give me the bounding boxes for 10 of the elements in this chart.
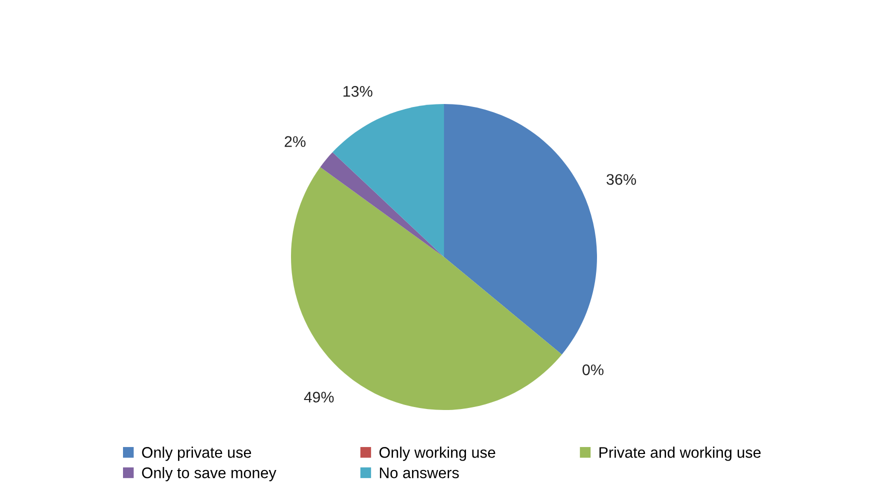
legend-label: No answers	[380, 468, 459, 478]
legend-label: Only to save money	[142, 467, 276, 482]
data-label: 13%	[343, 86, 372, 97]
data-label: 36%	[606, 174, 636, 185]
legend-label: Only working use	[379, 446, 496, 461]
legend-label: Only private use	[142, 446, 252, 461]
data-label: 2%	[284, 136, 306, 147]
legend-label: Private and working use	[599, 446, 761, 461]
data-label: 49%	[304, 392, 334, 403]
text: 0%	[582, 364, 604, 376]
